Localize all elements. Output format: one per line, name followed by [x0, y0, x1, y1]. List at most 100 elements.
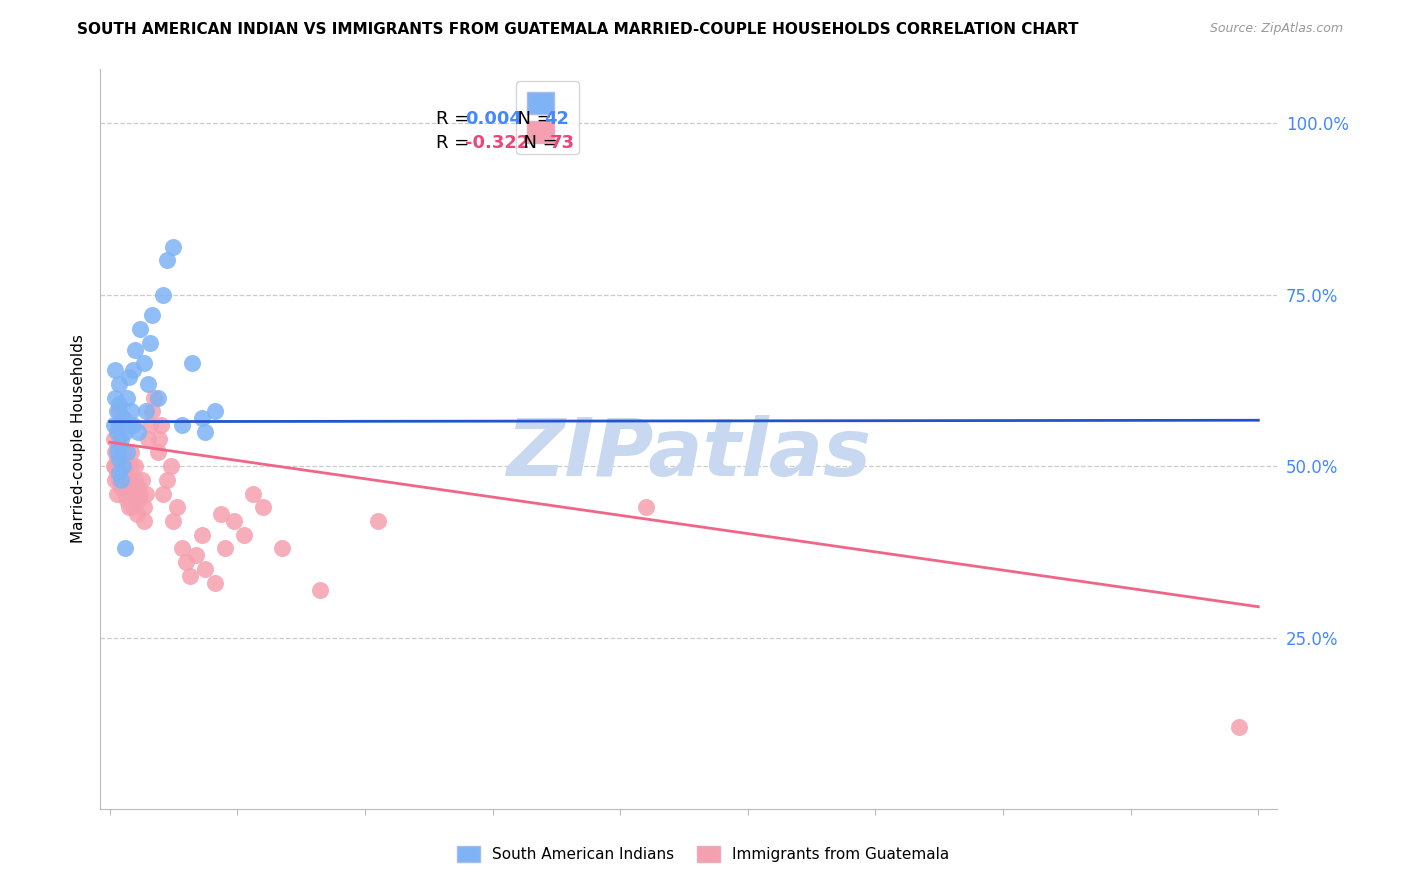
Point: [110, 473, 132, 487]
Point: [115, 391, 138, 405]
Point: [174, 555, 197, 569]
Point: [108, 439, 131, 453]
Point: [141, 404, 163, 418]
Point: [139, 418, 162, 433]
Point: [124, 343, 146, 357]
Text: R =: R =: [436, 134, 475, 152]
Point: [108, 466, 131, 480]
Point: [134, 514, 156, 528]
Point: [146, 445, 169, 459]
Point: [214, 541, 236, 556]
Point: [110, 432, 132, 446]
Point: [112, 459, 135, 474]
Y-axis label: Married-couple Households: Married-couple Households: [72, 334, 86, 543]
Point: [108, 459, 131, 474]
Point: [108, 397, 131, 411]
Point: [146, 391, 169, 405]
Legend: , : ,: [516, 81, 579, 154]
Point: [112, 459, 135, 474]
Point: [232, 527, 254, 541]
Point: [121, 418, 143, 433]
Point: [105, 486, 128, 500]
Point: [108, 473, 131, 487]
Point: [114, 486, 136, 500]
Point: [179, 569, 201, 583]
Point: [103, 459, 125, 474]
Point: [152, 287, 174, 301]
Point: [148, 432, 170, 446]
Point: [190, 411, 212, 425]
Point: [136, 376, 159, 391]
Point: [135, 486, 157, 500]
Point: [108, 445, 131, 459]
Point: [114, 425, 136, 439]
Point: [104, 445, 127, 459]
Point: [181, 356, 204, 370]
Point: [190, 527, 212, 541]
Point: [131, 473, 153, 487]
Legend: South American Indians, Immigrants from Guatemala: South American Indians, Immigrants from …: [450, 840, 956, 868]
Point: [209, 507, 232, 521]
Point: [271, 541, 294, 556]
Point: [150, 418, 173, 433]
Point: [103, 418, 125, 433]
Point: [118, 370, 141, 384]
Text: 0.004: 0.004: [465, 110, 522, 128]
Point: [309, 582, 332, 597]
Point: [114, 459, 136, 474]
Point: [129, 486, 152, 500]
Point: [152, 486, 174, 500]
Text: SOUTH AMERICAN INDIAN VS IMMIGRANTS FROM GUATEMALA MARRIED-COUPLE HOUSEHOLDS COR: SOUTH AMERICAN INDIAN VS IMMIGRANTS FROM…: [77, 22, 1078, 37]
Point: [108, 418, 131, 433]
Point: [104, 459, 127, 474]
Point: [172, 418, 194, 433]
Point: [108, 376, 131, 391]
Point: [118, 500, 141, 515]
Point: [108, 452, 131, 467]
Point: [172, 541, 194, 556]
Point: [162, 514, 184, 528]
Point: [156, 253, 179, 268]
Point: [110, 480, 132, 494]
Point: [127, 480, 149, 494]
Point: [156, 473, 179, 487]
Point: [120, 459, 142, 474]
Point: [127, 425, 149, 439]
Point: [108, 432, 131, 446]
Point: [134, 356, 156, 370]
Text: N =: N =: [512, 134, 564, 152]
Point: [124, 473, 146, 487]
Point: [105, 452, 128, 467]
Point: [125, 507, 148, 521]
Point: [162, 240, 184, 254]
Point: [634, 500, 657, 515]
Point: [121, 500, 143, 515]
Point: [120, 445, 142, 459]
Point: [105, 466, 128, 480]
Text: 42: 42: [544, 110, 569, 128]
Point: [115, 493, 138, 508]
Point: [1227, 720, 1250, 734]
Point: [112, 473, 135, 487]
Text: Source: ZipAtlas.com: Source: ZipAtlas.com: [1209, 22, 1343, 36]
Point: [121, 486, 143, 500]
Point: [112, 411, 135, 425]
Point: [118, 418, 141, 433]
Text: R =: R =: [436, 110, 475, 128]
Point: [124, 459, 146, 474]
Point: [112, 445, 135, 459]
Point: [104, 391, 127, 405]
Point: [118, 486, 141, 500]
Point: [108, 404, 131, 418]
Text: -0.322: -0.322: [465, 134, 530, 152]
Point: [105, 425, 128, 439]
Point: [204, 404, 226, 418]
Point: [105, 404, 128, 418]
Point: [142, 391, 165, 405]
Point: [242, 486, 264, 500]
Point: [224, 514, 246, 528]
Point: [103, 432, 125, 446]
Point: [129, 322, 152, 336]
Point: [105, 445, 128, 459]
Point: [160, 459, 183, 474]
